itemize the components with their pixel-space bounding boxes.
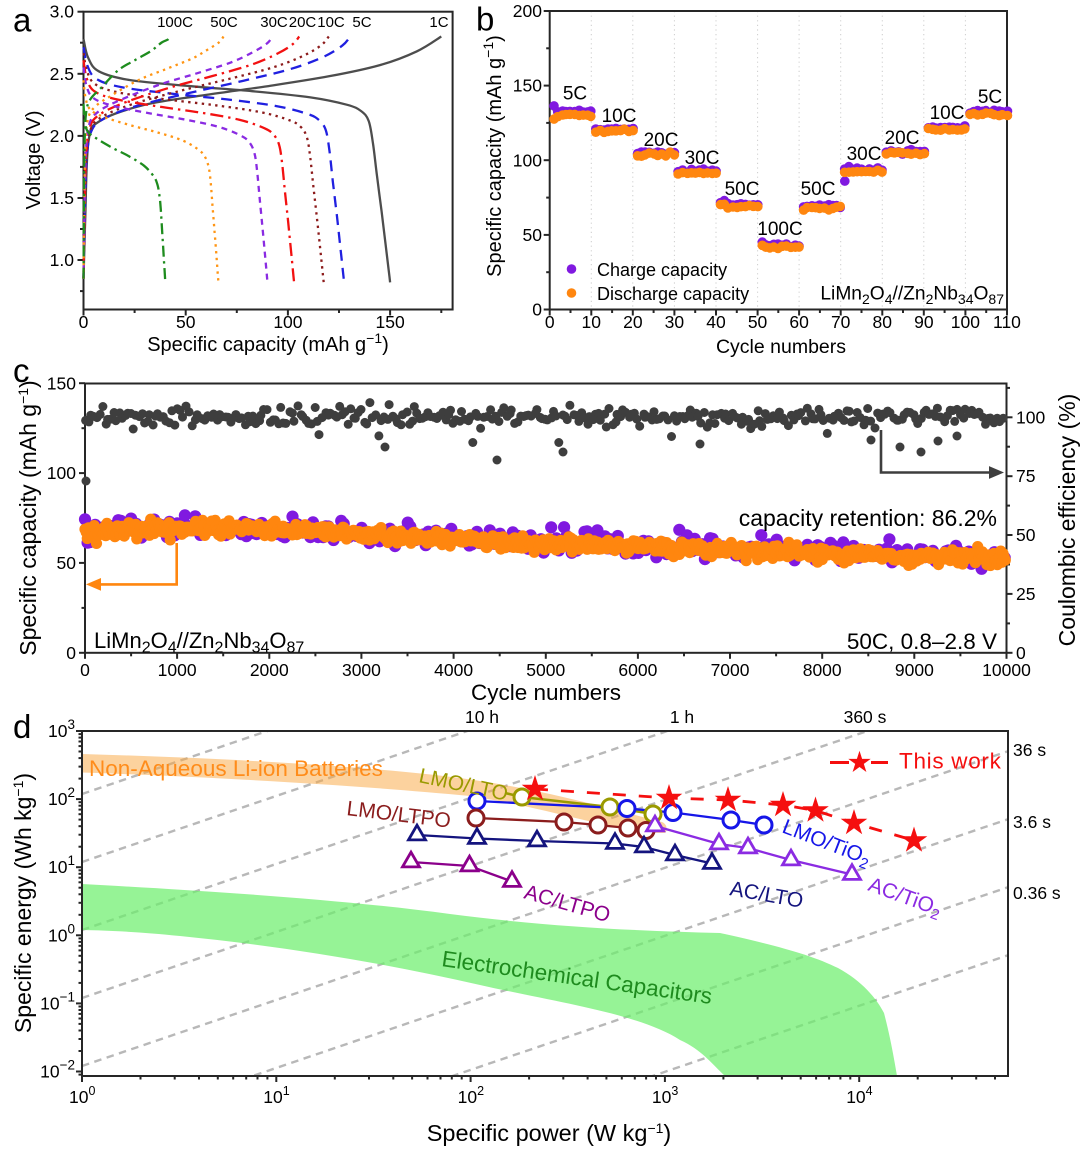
svg-text:1.0: 1.0 [50,250,75,270]
svg-text:50C, 0.8–2.8 V: 50C, 0.8–2.8 V [847,629,997,654]
svg-text:Specific energy (Wh kg−1): Specific energy (Wh kg−1) [10,773,36,1033]
svg-text:50C: 50C [801,179,836,200]
svg-text:150: 150 [47,373,76,393]
svg-text:Non-Aqueous Li-ion Batteries: Non-Aqueous Li-ion Batteries [89,756,383,781]
svg-text:3.6 s: 3.6 s [1013,812,1051,832]
svg-text:Coulombic efficiency (%): Coulombic efficiency (%) [1054,394,1080,647]
svg-text:1.5: 1.5 [50,188,74,208]
svg-text:0.36 s: 0.36 s [1013,883,1061,903]
svg-text:90: 90 [914,312,934,332]
svg-text:50C: 50C [210,14,238,31]
svg-text:150: 150 [376,312,405,332]
svg-text:30C: 30C [685,148,720,169]
svg-text:200: 200 [513,1,542,21]
svg-text:60: 60 [789,312,809,332]
svg-text:50: 50 [1016,525,1036,545]
svg-text:50: 50 [523,225,543,245]
svg-text:30C: 30C [260,14,288,31]
svg-text:3.0: 3.0 [50,2,75,22]
svg-text:0: 0 [79,312,89,332]
svg-text:360 s: 360 s [844,707,887,727]
svg-text:Cycle numbers: Cycle numbers [471,680,621,705]
svg-text:20C: 20C [289,14,317,31]
svg-text:50: 50 [748,312,768,332]
svg-text:0: 0 [532,300,542,320]
svg-text:8000: 8000 [803,660,842,680]
svg-text:Cycle numbers: Cycle numbers [716,336,846,358]
svg-text:10: 10 [582,312,602,332]
svg-text:b: b [476,1,494,38]
svg-text:9000: 9000 [895,660,934,680]
svg-text:50: 50 [176,312,196,332]
svg-text:Specific capacity (mAh g−1): Specific capacity (mAh g−1) [147,330,389,356]
svg-text:40: 40 [706,312,726,332]
svg-text:75: 75 [1016,466,1035,486]
svg-text:50: 50 [57,553,77,573]
svg-text:4000: 4000 [434,660,473,680]
svg-text:5C: 5C [978,87,1002,108]
svg-text:a: a [13,2,32,39]
svg-text:3000: 3000 [342,660,381,680]
svg-text:100C: 100C [757,219,802,240]
svg-text:5000: 5000 [526,660,565,680]
svg-text:150: 150 [513,76,542,96]
svg-text:c: c [13,352,30,389]
svg-text:80: 80 [873,312,893,332]
svg-text:20: 20 [623,312,643,332]
svg-text:1000: 1000 [158,660,197,680]
svg-text:Voltage (V): Voltage (V) [23,111,45,210]
svg-text:LiMn2O4//Zn2Nb34O87: LiMn2O4//Zn2Nb34O87 [820,284,1004,308]
svg-text:100C: 100C [157,14,193,31]
svg-text:70: 70 [831,312,851,332]
svg-text:10C: 10C [317,14,345,31]
svg-text:d: d [13,708,31,745]
svg-text:2.5: 2.5 [50,64,74,84]
svg-text:102: 102 [48,785,75,809]
svg-text:30: 30 [665,312,685,332]
svg-text:capacity retention: 86.2%: capacity retention: 86.2% [739,505,997,531]
svg-text:110: 110 [993,312,1021,332]
svg-text:6000: 6000 [618,660,657,680]
svg-text:100: 100 [1016,407,1045,427]
svg-text:100: 100 [273,312,302,332]
svg-text:2000: 2000 [250,660,289,680]
svg-text:7000: 7000 [711,660,750,680]
svg-text:1 h: 1 h [670,707,694,727]
svg-text:25: 25 [1016,584,1035,604]
svg-text:10C: 10C [930,103,965,124]
svg-text:0: 0 [80,660,90,680]
svg-text:0: 0 [66,643,76,663]
svg-text:Specific capacity (mAh g−1): Specific capacity (mAh g−1) [480,35,506,277]
svg-text:This work: This work [899,749,1002,774]
svg-text:Charge capacity: Charge capacity [597,260,727,280]
svg-text:5C: 5C [563,84,587,105]
svg-text:0: 0 [545,312,555,332]
svg-text:20C: 20C [885,128,920,149]
svg-text:10C: 10C [602,106,637,127]
svg-text:50C: 50C [725,179,760,200]
svg-text:2.0: 2.0 [50,126,75,146]
svg-text:100: 100 [47,463,76,483]
svg-text:Specific power (W kg−1): Specific power (W kg−1) [427,1120,672,1146]
svg-text:1C: 1C [429,14,448,31]
svg-text:0: 0 [1016,643,1026,663]
svg-text:100: 100 [513,150,542,170]
svg-text:10 h: 10 h [465,707,499,727]
svg-text:Discharge capacity: Discharge capacity [597,284,749,304]
svg-text:20C: 20C [644,130,679,151]
svg-text:10000: 10000 [982,660,1031,680]
svg-text:LiMn2O4//Zn2Nb34O87: LiMn2O4//Zn2Nb34O87 [94,628,304,657]
svg-text:5C: 5C [352,14,371,31]
svg-text:36 s: 36 s [1013,740,1046,760]
svg-text:100: 100 [951,312,980,332]
svg-text:30C: 30C [847,144,882,165]
svg-text:Specific capacity (mAh g−1): Specific capacity (mAh g−1) [15,380,41,655]
